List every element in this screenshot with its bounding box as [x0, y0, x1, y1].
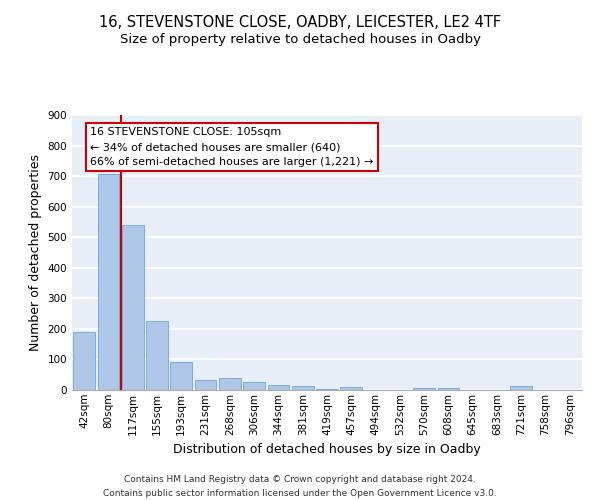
Bar: [292, 386, 314, 390]
Bar: [316, 389, 338, 390]
Bar: [194, 380, 217, 390]
Bar: [146, 322, 168, 390]
X-axis label: Distribution of detached houses by size in Oadby: Distribution of detached houses by size …: [173, 443, 481, 456]
Text: 16, STEVENSTONE CLOSE, OADBY, LEICESTER, LE2 4TF: 16, STEVENSTONE CLOSE, OADBY, LEICESTER,…: [99, 15, 501, 30]
Bar: [413, 388, 435, 390]
Bar: [97, 174, 119, 390]
Bar: [511, 386, 532, 390]
Y-axis label: Number of detached properties: Number of detached properties: [29, 154, 42, 351]
Bar: [243, 382, 265, 390]
Text: Contains HM Land Registry data © Crown copyright and database right 2024.
Contai: Contains HM Land Registry data © Crown c…: [103, 476, 497, 498]
Bar: [340, 386, 362, 390]
Bar: [268, 386, 289, 390]
Text: Size of property relative to detached houses in Oadby: Size of property relative to detached ho…: [119, 32, 481, 46]
Bar: [73, 332, 95, 390]
Text: 16 STEVENSTONE CLOSE: 105sqm
← 34% of detached houses are smaller (640)
66% of s: 16 STEVENSTONE CLOSE: 105sqm ← 34% of de…: [90, 127, 374, 167]
Bar: [122, 225, 143, 390]
Bar: [219, 378, 241, 390]
Bar: [437, 388, 460, 390]
Bar: [170, 362, 192, 390]
